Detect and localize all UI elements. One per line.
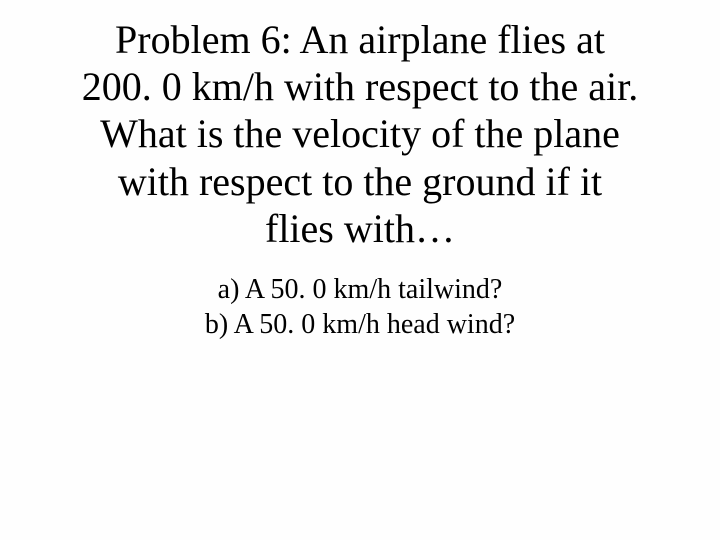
title-line-5: flies with… (48, 205, 672, 252)
title-line-2: 200. 0 km/h with respect to the air. (48, 63, 672, 110)
problem-statement: Problem 6: An airplane flies at 200. 0 k… (0, 16, 720, 252)
title-line-4: with respect to the ground if it (48, 158, 672, 205)
title-line-3: What is the velocity of the plane (48, 110, 672, 157)
options-block: a) A 50. 0 km/h tailwind? b) A 50. 0 km/… (0, 272, 720, 342)
option-b: b) A 50. 0 km/h head wind? (0, 307, 720, 342)
option-a: a) A 50. 0 km/h tailwind? (0, 272, 720, 307)
slide: Problem 6: An airplane flies at 200. 0 k… (0, 0, 720, 540)
title-line-1: Problem 6: An airplane flies at (48, 16, 672, 63)
